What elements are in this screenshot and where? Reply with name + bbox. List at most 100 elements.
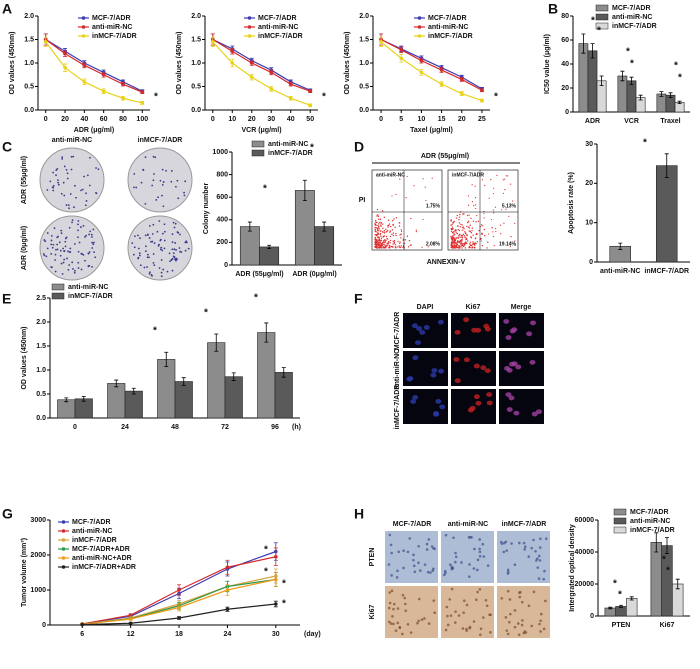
error-bar [267, 244, 272, 250]
event [463, 228, 465, 230]
colony [137, 257, 140, 260]
cell [462, 611, 465, 615]
event [377, 224, 379, 227]
error-bar [665, 537, 669, 554]
x-tick-label: 0 [211, 116, 215, 123]
event [462, 245, 465, 247]
y-axis-label: Apoptosis rate (%) [568, 172, 575, 234]
event [465, 237, 468, 239]
cell [444, 533, 448, 537]
data-point [269, 87, 274, 91]
row-label: ADR (55μg/ml) [21, 156, 28, 204]
cell [391, 615, 394, 618]
cell [427, 538, 431, 541]
event [396, 246, 398, 248]
colony [54, 259, 57, 261]
event [383, 241, 385, 243]
significance-star: * [643, 138, 647, 149]
column-label: anti-miR-NC [448, 521, 488, 528]
event [374, 242, 377, 245]
cell [539, 619, 542, 623]
event [398, 245, 400, 247]
data-point [274, 554, 278, 559]
legend-marker [417, 25, 422, 29]
event [381, 246, 383, 248]
cell [390, 574, 393, 577]
colony [183, 191, 185, 194]
error-bar [675, 578, 680, 590]
cell [468, 563, 471, 566]
y-axis-label: OD values (450nm) [176, 31, 183, 94]
event [377, 242, 379, 245]
x-tick-label: ADR [585, 118, 600, 125]
colony [94, 256, 97, 259]
colony [142, 168, 144, 171]
event [514, 244, 516, 246]
event [492, 231, 494, 233]
colony [168, 252, 171, 255]
colony [88, 251, 91, 253]
colony [66, 257, 68, 260]
event [502, 192, 505, 194]
cell [409, 631, 413, 634]
event [472, 220, 475, 222]
colony [73, 206, 75, 209]
colony [162, 268, 165, 271]
event [387, 241, 390, 243]
cell [522, 541, 526, 545]
x-tick-label: 20 [458, 116, 466, 123]
colony [56, 248, 59, 251]
colony [65, 168, 68, 171]
x-axis-label: ADR (μg/ml) [74, 127, 114, 134]
cell [454, 551, 457, 555]
event [461, 238, 463, 241]
cell [505, 629, 509, 632]
nucleus [423, 325, 430, 330]
event [377, 232, 379, 234]
nucleus [454, 378, 461, 384]
colony [52, 184, 55, 187]
colony [174, 222, 177, 225]
nucleus [505, 392, 512, 397]
event [453, 236, 455, 239]
colony [159, 179, 162, 182]
event [471, 184, 473, 186]
event [451, 231, 454, 234]
legend-label: anti-miR-NC [258, 24, 298, 31]
cell [401, 632, 404, 636]
legend-label: inMCF-7/ADR [428, 33, 473, 40]
colony [148, 224, 151, 227]
cell [403, 602, 407, 606]
nucleus [411, 323, 418, 329]
y-tick-label: 1.5 [359, 36, 369, 43]
cell [507, 620, 511, 624]
colony [152, 262, 155, 264]
data-point [288, 96, 293, 101]
significance-star: * [254, 293, 258, 304]
colony [171, 233, 174, 236]
event [467, 226, 470, 228]
nucleus [412, 355, 419, 361]
cell [539, 630, 542, 633]
event [392, 243, 394, 245]
event [374, 234, 376, 236]
event [475, 232, 478, 235]
column-label: DAPI [417, 304, 434, 311]
event [374, 224, 376, 226]
colony [87, 265, 90, 267]
colony [148, 237, 151, 239]
legend-marker [247, 34, 252, 38]
event [481, 244, 484, 247]
colony [60, 229, 63, 232]
bar [294, 190, 315, 266]
nucleus [511, 327, 518, 333]
colony [173, 226, 176, 229]
legend-swatch [595, 4, 609, 12]
cell [504, 540, 508, 544]
cell [517, 633, 521, 637]
y-tick-label: 60000 [575, 517, 595, 524]
legend-label: MCF-7/ADR [92, 15, 131, 22]
event [383, 229, 386, 232]
error-bar [664, 153, 669, 178]
data-point [128, 613, 133, 617]
